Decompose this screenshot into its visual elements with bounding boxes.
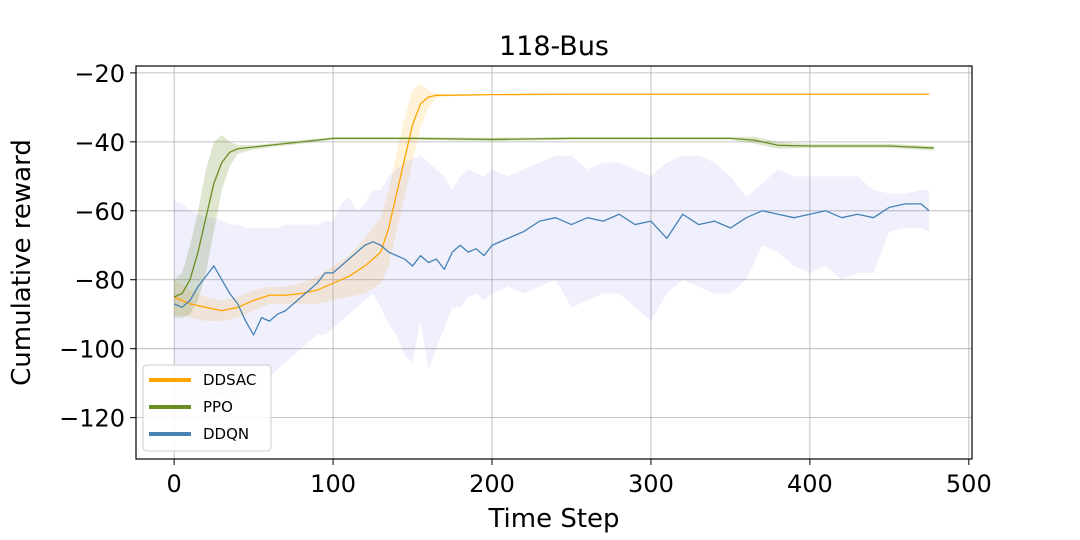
x-axis-title: Time Step: [487, 504, 619, 534]
plot-frame: [135, 65, 973, 460]
y-tick-label: −60: [74, 198, 125, 226]
axis-ticks: 0 100 200 300 400 500 −20 −40 −60 −80 −100 −120: [59, 60, 992, 498]
ddsac-band: [174, 83, 930, 322]
x-tick-label: 400: [787, 470, 833, 498]
x-tick-label: 0: [167, 470, 182, 498]
legend-box: [142, 364, 272, 452]
ddqn-line: [173, 203, 930, 336]
chart-title: 118-Bus: [499, 31, 609, 62]
y-tick-label: −40: [74, 129, 125, 157]
legend: DDSAC PPO DDQN: [142, 364, 272, 452]
x-tick-label: 100: [310, 470, 356, 498]
y-tick-label: −20: [74, 60, 125, 88]
ddqn-band: [174, 155, 930, 411]
x-tick-label: 200: [469, 470, 515, 498]
y-tick-label: −100: [59, 336, 125, 364]
grid: [136, 66, 972, 459]
x-tick-label: 500: [946, 470, 992, 498]
y-tick-label: −80: [74, 267, 125, 295]
ppo-line: [173, 137, 934, 298]
y-tick-label: −120: [59, 405, 125, 433]
series-lines: [173, 93, 934, 336]
ddsac-line: [173, 93, 930, 312]
legend-label-ppo: PPO: [203, 398, 233, 416]
legend-label-ddqn: DDQN: [203, 425, 249, 443]
legend-label-ddsac: DDSAC: [203, 371, 256, 389]
x-tick-label: 300: [628, 470, 674, 498]
confidence-bands: [174, 83, 934, 411]
y-axis-title: Cumulative reward: [7, 139, 37, 386]
